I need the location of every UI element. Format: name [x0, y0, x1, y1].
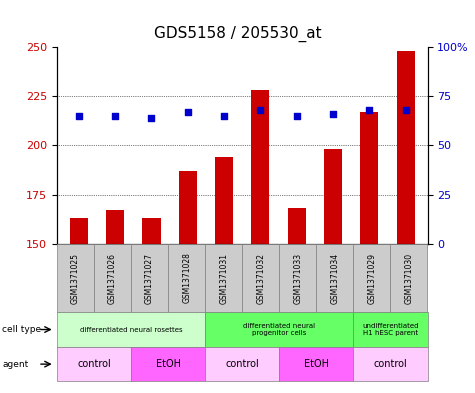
- Text: differentiated neural
progenitor cells: differentiated neural progenitor cells: [243, 323, 315, 336]
- Text: GSM1371031: GSM1371031: [219, 253, 228, 303]
- Bar: [397, 51, 415, 244]
- Point: [329, 111, 337, 117]
- Text: GDS5158 / 205530_at: GDS5158 / 205530_at: [154, 26, 321, 42]
- Point: [184, 109, 191, 115]
- Point: [148, 115, 155, 121]
- Text: GSM1371032: GSM1371032: [256, 253, 265, 303]
- Bar: [106, 210, 124, 244]
- Text: differentiated neural rosettes: differentiated neural rosettes: [80, 327, 182, 332]
- Text: undifferentiated
H1 hESC parent: undifferentiated H1 hESC parent: [362, 323, 418, 336]
- Text: EtOH: EtOH: [156, 359, 180, 369]
- Point: [111, 113, 119, 119]
- Point: [75, 113, 83, 119]
- Text: GSM1371030: GSM1371030: [405, 252, 413, 304]
- Text: control: control: [77, 359, 111, 369]
- Bar: [215, 157, 233, 244]
- Text: ■: ■: [62, 390, 74, 393]
- Text: GSM1371029: GSM1371029: [368, 253, 376, 303]
- Text: EtOH: EtOH: [304, 359, 329, 369]
- Text: control: control: [225, 359, 259, 369]
- Point: [256, 107, 264, 113]
- Text: cell type: cell type: [2, 325, 41, 334]
- Text: GSM1371028: GSM1371028: [182, 253, 191, 303]
- Point: [293, 113, 301, 119]
- Point: [220, 113, 228, 119]
- Bar: [361, 112, 379, 244]
- Text: GSM1371034: GSM1371034: [331, 252, 339, 304]
- Bar: [288, 208, 306, 244]
- Bar: [70, 218, 88, 244]
- Bar: [324, 149, 342, 244]
- Text: control: control: [373, 359, 408, 369]
- Text: GSM1371025: GSM1371025: [71, 253, 80, 303]
- Text: GSM1371026: GSM1371026: [108, 253, 117, 303]
- Text: agent: agent: [2, 360, 28, 369]
- Point: [366, 107, 373, 113]
- Bar: [179, 171, 197, 244]
- Text: GSM1371027: GSM1371027: [145, 253, 154, 303]
- Bar: [251, 90, 269, 244]
- Bar: [142, 218, 161, 244]
- Point: [402, 107, 409, 113]
- Text: GSM1371033: GSM1371033: [294, 252, 302, 304]
